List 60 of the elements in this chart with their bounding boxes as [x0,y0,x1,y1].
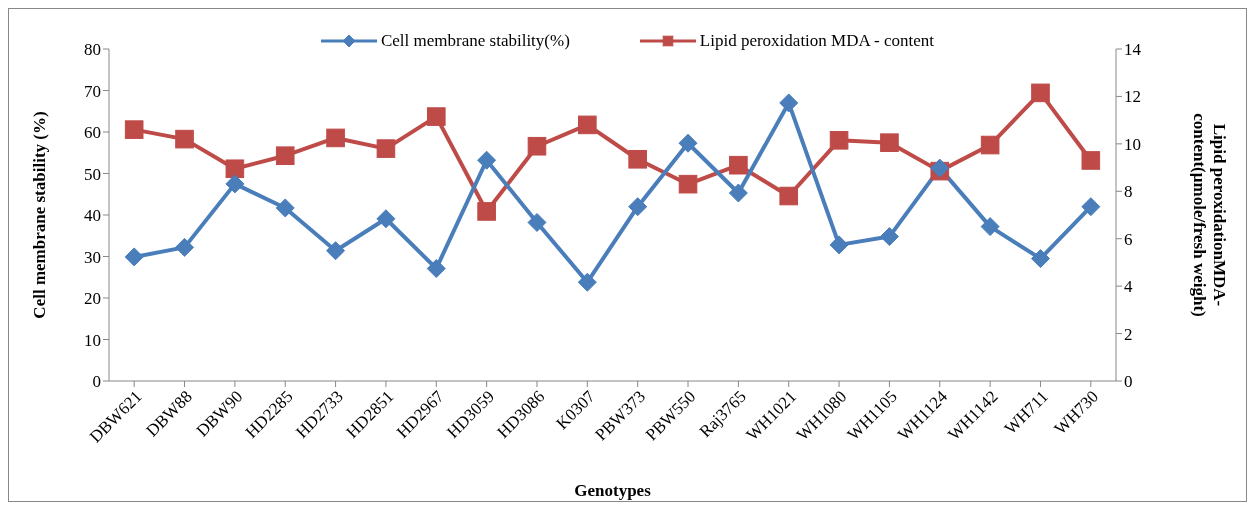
point [326,241,346,261]
point [225,174,245,194]
y-tick-label: 50 [84,164,101,184]
point [1081,197,1101,217]
point [628,149,647,169]
point [477,150,497,170]
y2-tick-label: 12 [1124,87,1141,107]
y-tick-label: 70 [84,81,101,101]
point [175,237,195,257]
y-axis-title: Cell membrane stability (%) [30,111,50,319]
point [779,93,799,113]
point [880,133,899,152]
y2-tick-label: 6 [1124,229,1133,249]
y-tick-label: 20 [84,289,101,309]
y2-axis-title: Lipid peroxidationMDA-content(µmole/fresh weight) [1190,113,1229,317]
point [728,183,748,203]
y-tick-label: 30 [84,247,101,267]
point [175,129,194,149]
point [980,135,1000,155]
point [527,136,547,156]
point [578,115,597,135]
point [829,131,849,150]
y-tick-label: 40 [84,206,101,226]
point [124,247,144,267]
y-tick-label: 0 [92,372,101,392]
point [426,107,446,126]
point [477,202,496,221]
y-tick-label: 80 [84,40,101,60]
point [628,197,648,217]
point [275,198,295,218]
point [225,159,245,179]
point [779,186,799,206]
y2-tick-label: 0 [1124,372,1133,392]
legend-label: Lipid peroxidation MDA - content [699,31,935,51]
legend-label: Cell membrane stability(%) [380,31,570,51]
point [376,139,396,158]
y2-tick-label: 4 [1124,277,1133,297]
point [275,146,295,166]
point [879,227,899,247]
point [577,272,597,292]
point [829,235,849,255]
point [376,209,396,229]
point [729,155,748,175]
point [426,259,446,279]
y2-tick-label: 10 [1124,134,1141,154]
point [678,133,698,153]
point [1031,83,1050,103]
point [980,217,1000,237]
point [124,120,144,139]
y-tick-label: 10 [84,330,101,350]
y2-tick-label: 2 [1124,324,1133,344]
x-axis-title: Genotypes [574,481,652,500]
point [678,174,698,194]
point [1030,249,1050,269]
point [1081,151,1101,170]
y-tick-label: 60 [84,123,101,143]
y2-tick-label: 14 [1124,40,1142,60]
point [326,128,345,148]
y2-tick-label: 8 [1124,182,1133,202]
point [527,212,547,232]
